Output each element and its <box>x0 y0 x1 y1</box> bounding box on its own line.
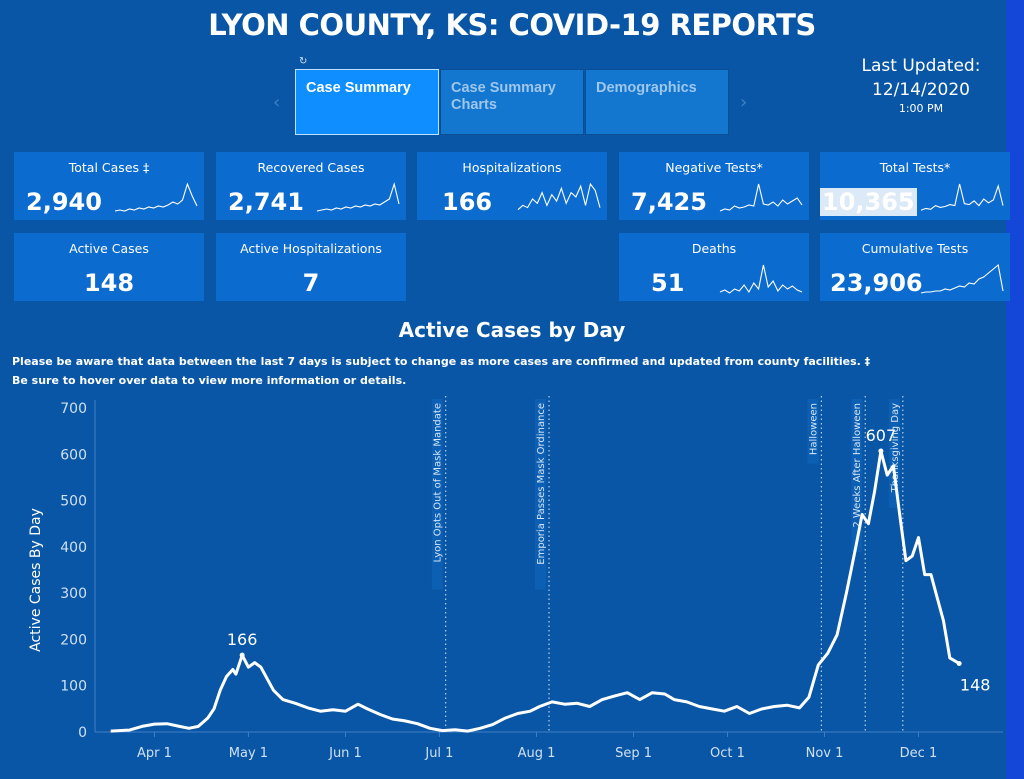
tab-scroll-right-icon[interactable]: › <box>740 92 748 113</box>
data-label: 166 <box>227 630 258 649</box>
tab-scroll-left-icon[interactable]: ‹ <box>273 92 281 113</box>
card-deaths[interactable]: Deaths 51 <box>619 233 809 301</box>
y-tick-label: 500 <box>60 494 87 510</box>
card-label: Negative Tests* <box>665 160 763 175</box>
sparkline-path <box>114 182 198 212</box>
sparkline-recovered <box>316 181 400 212</box>
refresh-icon[interactable]: ↻ <box>299 56 308 67</box>
card-label: Total Cases ‡ <box>68 160 150 175</box>
card-label: Deaths <box>691 241 737 256</box>
reference-label-bg <box>807 399 819 464</box>
card-value: 166 <box>442 188 493 216</box>
card-value: 148 <box>83 269 135 297</box>
tab-case-summary-charts[interactable]: Case Summary Charts <box>440 69 584 135</box>
card-cumulative-tests[interactable]: Cumulative Tests 23,906 <box>820 233 1010 301</box>
y-tick-label: 600 <box>60 447 87 463</box>
disclaimer-note: Please be aware that data between the la… <box>12 355 871 368</box>
x-tick-label: Aug 1 <box>518 746 556 761</box>
sparkline-path <box>316 181 400 212</box>
card-value: 2,741 <box>228 188 304 216</box>
card-total-tests[interactable]: Total Tests* 10,365 <box>820 152 1010 220</box>
sparkline-path <box>719 183 803 212</box>
sparkline-deaths <box>719 264 803 294</box>
card-active-hospitalizations[interactable]: Active Hospitalizations 7 <box>216 233 406 301</box>
card-total-cases[interactable]: Total Cases ‡ 2,940 <box>14 152 204 220</box>
y-tick-label: 300 <box>60 586 87 602</box>
window-right-edge <box>1006 0 1024 779</box>
last-updated-time: 1:00 PM <box>898 102 944 115</box>
last-updated-date: 12/14/2020 <box>872 80 970 100</box>
dashboard-title: LYON COUNTY, KS: COVID-19 REPORTS <box>208 8 816 42</box>
reference-line-label: Thanksgiving Day <box>890 403 901 493</box>
card-value: 23,906 <box>830 269 923 297</box>
x-tick-label: Oct 1 <box>710 746 745 761</box>
card-label: Recovered Cases <box>257 160 365 175</box>
sparkline-path <box>920 263 1004 294</box>
y-tick-label: 100 <box>60 679 87 695</box>
x-tick-label: Nov 1 <box>806 746 844 761</box>
card-value: 7 <box>302 269 320 297</box>
sparkline-total-cases <box>114 182 198 212</box>
reference-line-label: 2 Weeks After Halloween <box>852 403 863 528</box>
active-cases-line[interactable] <box>110 449 960 733</box>
card-recovered-cases[interactable]: Recovered Cases 2,741 <box>216 152 406 220</box>
sparkline-total-tests <box>920 183 1004 211</box>
active-cases-chart[interactable]: 0 100 200 300 400 500 600 700 Apr 1 May 1 Jun 1 Jul… <box>0 390 1006 779</box>
sparkline-hospitalizations <box>517 182 601 211</box>
card-value: 7,425 <box>631 188 707 216</box>
data-label: 607 <box>866 426 897 445</box>
reference-line-label: Halloween <box>808 403 819 455</box>
data-label: 148 <box>960 675 991 694</box>
card-hospitalizations[interactable]: Hospitalizations 166 <box>417 152 607 220</box>
sparkline-negative-tests <box>719 183 803 212</box>
reference-line-label: Emporia Passes Mask Ordinance <box>536 403 547 565</box>
y-tick-label: 200 <box>60 632 87 648</box>
x-tick-label: Jul 1 <box>424 746 453 761</box>
reference-label-bg <box>431 399 443 590</box>
card-value: 2,940 <box>26 188 102 216</box>
card-label: Active Hospitalizations <box>240 241 382 256</box>
y-tick-label: 400 <box>60 540 87 556</box>
hover-note: Be sure to hover over data to view more … <box>12 374 407 387</box>
sparkline-path <box>517 182 601 211</box>
card-label: Total Tests* <box>879 160 951 175</box>
data-point-marker[interactable] <box>239 652 245 658</box>
sparkline-path <box>920 183 1004 211</box>
reference-label-bg <box>535 399 546 590</box>
sparkline-cumulative-tests <box>920 263 1004 294</box>
card-label: Hospitalizations <box>462 160 562 175</box>
reference-label-bg <box>888 399 900 508</box>
x-tick-label: May 1 <box>229 746 268 761</box>
data-point-marker[interactable] <box>878 448 884 454</box>
x-tick-label: Sep 1 <box>615 746 652 761</box>
y-tick-label: 700 <box>60 401 87 417</box>
card-value: 10,365 <box>820 188 917 216</box>
y-tick-label: 0 <box>78 725 87 741</box>
y-axis-title: Active Cases By Day <box>28 508 44 652</box>
x-tick-label: Jun 1 <box>328 746 362 761</box>
section-title: Active Cases by Day <box>398 318 626 342</box>
x-tick-label: Apr 1 <box>137 746 172 761</box>
data-point-marker[interactable] <box>956 660 962 666</box>
card-label: Cumulative Tests <box>861 241 969 256</box>
tab-demographics[interactable]: Demographics <box>585 69 729 135</box>
card-negative-tests[interactable]: Negative Tests* 7,425 <box>619 152 809 220</box>
sparkline-path <box>719 264 803 294</box>
card-active-cases[interactable]: Active Cases 148 <box>14 233 204 301</box>
card-value: 51 <box>651 269 685 297</box>
highlighted-value: 10,365 <box>820 188 917 216</box>
reference-line-label: Lyon Opts Out of Mask Mandate <box>433 403 444 562</box>
tab-case-summary[interactable]: Case Summary <box>295 69 439 135</box>
card-label: Active Cases <box>69 241 149 256</box>
reference-label-bg <box>851 399 863 552</box>
x-tick-label: Dec 1 <box>900 746 938 761</box>
last-updated-label: Last Updated: <box>861 56 981 76</box>
last-updated: Last Updated: 12/14/2020 1:00 PM <box>850 54 992 116</box>
